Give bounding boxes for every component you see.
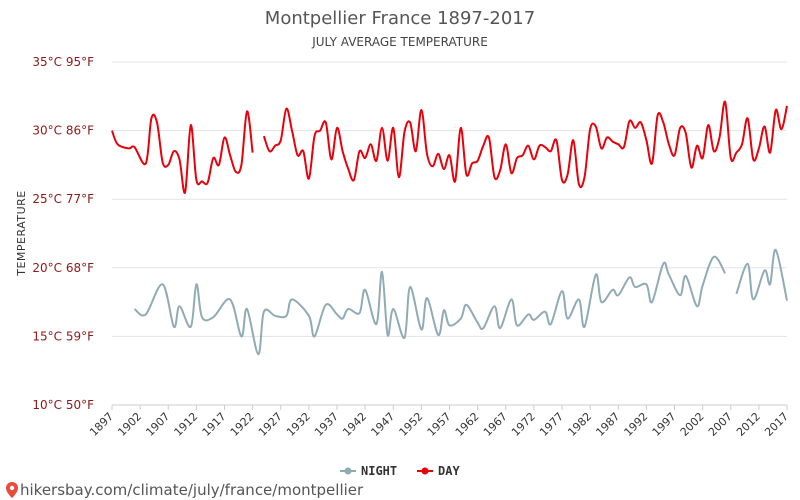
- legend-item-night[interactable]: NIGHT: [340, 464, 397, 478]
- watermark-text: hikersbay.com/climate/july/france/montpe…: [20, 481, 364, 499]
- y-tick-label: 25°C 77°F: [32, 192, 94, 206]
- x-tick-label: 1997: [650, 410, 679, 439]
- series-night: [133, 248, 788, 356]
- series-line-night: [133, 255, 726, 356]
- x-tick-label: 1932: [284, 410, 313, 439]
- series-line-day: [111, 110, 254, 194]
- y-tick-label: 30°C 86°F: [32, 124, 94, 138]
- legend-day-marker: [421, 467, 429, 475]
- y-tick-label: 35°C 95°F: [32, 55, 94, 69]
- x-tick-label: 1942: [340, 410, 369, 439]
- x-tick-label: 1987: [593, 410, 622, 439]
- y-tick-label: 15°C 59°F: [32, 329, 94, 343]
- x-tick-label: 2007: [706, 410, 735, 439]
- x-tick-label: 1902: [115, 410, 144, 439]
- map-pin-dot: [9, 485, 15, 491]
- x-axis-ticks: 1897 1902 1907 1912 1917 1922 1927 1932 1937 1942…: [87, 405, 791, 439]
- x-tick-label: 1907: [143, 410, 172, 439]
- x-tick-label: 1962: [453, 410, 482, 439]
- x-tick-label: 2017: [762, 410, 791, 439]
- x-tick-label: 1977: [537, 410, 566, 439]
- legend-night-label: NIGHT: [361, 464, 397, 478]
- legend: NIGHT DAY: [340, 464, 460, 478]
- x-tick-label: 1917: [200, 410, 229, 439]
- legend-day-label: DAY: [438, 464, 460, 478]
- legend-item-day[interactable]: DAY: [417, 464, 460, 478]
- x-tick-label: 1927: [256, 410, 285, 439]
- x-tick-label: 1947: [368, 410, 397, 439]
- y-tick-label: 10°C 50°F: [32, 398, 94, 412]
- series-lines: [111, 100, 788, 356]
- x-tick-label: 1922: [228, 410, 257, 439]
- legend-night-marker: [344, 467, 352, 475]
- x-tick-label: 1937: [312, 410, 341, 439]
- y-tick-label: 20°C 68°F: [32, 261, 94, 275]
- x-tick-label: 1897: [87, 410, 116, 439]
- y-axis-label: TEMPERATURE: [15, 190, 28, 276]
- chart-title: Montpellier France 1897-2017: [265, 8, 535, 29]
- chart-subtitle: JULY AVERAGE TEMPERATURE: [311, 35, 488, 49]
- x-tick-label: 1972: [509, 410, 538, 439]
- watermark-link[interactable]: hikersbay.com/climate/july/france/montpe…: [6, 481, 364, 499]
- series-day: [111, 100, 788, 194]
- x-tick-label: 2012: [734, 410, 763, 439]
- x-tick-label: 1992: [622, 410, 651, 439]
- series-line-night: [735, 248, 788, 301]
- y-axis-ticks: 10°C 50°F 15°C 59°F 20°C 68°F 25°C 77°F 30°C…: [32, 55, 94, 412]
- x-tick-label: 1952: [397, 410, 426, 439]
- x-tick-label: 1957: [425, 410, 454, 439]
- grid-lines: [112, 61, 787, 406]
- x-tick-label: 1967: [481, 410, 510, 439]
- x-tick-label: 1982: [565, 410, 594, 439]
- x-tick-label: 2002: [678, 410, 707, 439]
- series-line-day: [262, 100, 788, 189]
- x-tick-label: 1912: [172, 410, 201, 439]
